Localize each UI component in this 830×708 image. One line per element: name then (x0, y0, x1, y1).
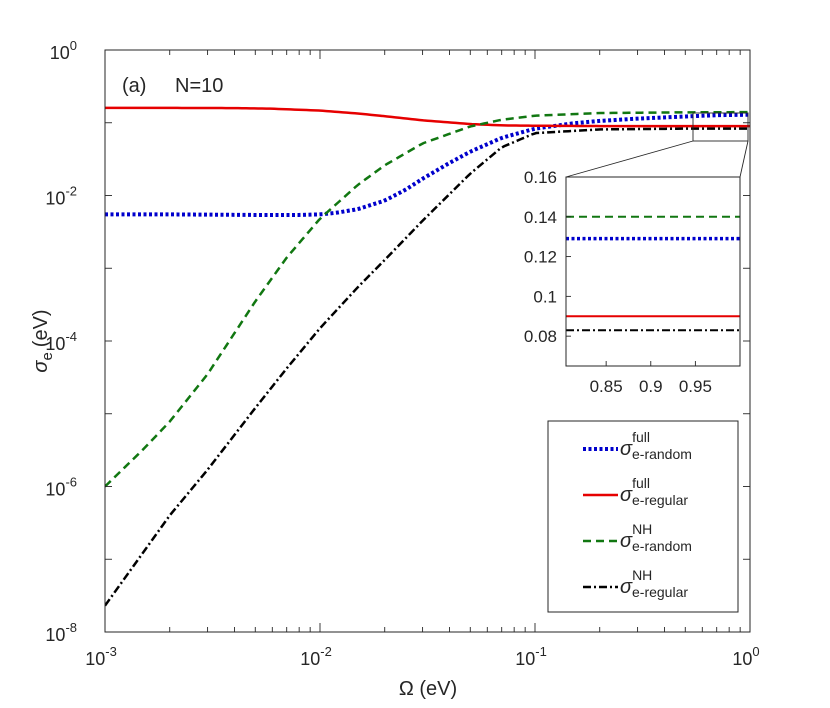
inset-x-tick-label: 0.95 (679, 377, 712, 396)
inset-y-tick-label: 0.12 (524, 248, 557, 267)
inset-y-tick-label: 0.14 (524, 208, 557, 227)
series-line-full-e-random (105, 112, 750, 217)
inset-area (566, 177, 740, 366)
series-line-full-e-regular (105, 106, 750, 128)
y-axis-label: σe(eV) (30, 309, 56, 372)
zoom-connector-left (565, 140, 694, 178)
y-tick-label: 10-8 (45, 620, 77, 645)
legend-entry-full-e-random: σfull e-random (620, 429, 692, 462)
x-tick-label: 100 (732, 644, 759, 669)
zoom-connector-right (739, 140, 749, 178)
x-axis-label: Ω (eV) (399, 678, 457, 700)
legend: σfull e-random σfull e-regular σNH e-random σN… (547, 420, 739, 613)
y-tick-label: 10-2 (45, 184, 77, 209)
legend-entry-nh-e-random: σNH e-random (620, 521, 692, 554)
x-tick-label: 10-2 (300, 644, 332, 669)
inset-y-tick-label: 0.16 (524, 168, 557, 187)
y-tick-label: 10-4 (45, 329, 77, 354)
legend-box (547, 420, 739, 613)
x-tick-label: 10-3 (85, 644, 117, 669)
y-tick-label: 100 (50, 38, 77, 63)
n-annotation: N=10 (175, 75, 223, 97)
zoom-box (692, 112, 749, 142)
inset-x-tick-label: 0.85 (590, 377, 623, 396)
legend-entry-nh-e-regular: σNH e-regular (620, 567, 688, 600)
inset-x-tick-label: 0.9 (639, 377, 663, 396)
series-line-nh-e-regular (105, 127, 750, 607)
panel-label: (a) (122, 75, 146, 97)
x-tick-label: 10-1 (515, 644, 547, 669)
inset-y-tick-label: 0.08 (524, 327, 557, 346)
y-tick-label: 10-6 (45, 475, 77, 500)
inset-y-tick-label: 0.1 (533, 287, 557, 306)
inset-frame (565, 176, 741, 367)
legend-entry-full-e-regular: σfull e-regular (620, 475, 688, 508)
series-line-nh-e-random (105, 110, 750, 488)
